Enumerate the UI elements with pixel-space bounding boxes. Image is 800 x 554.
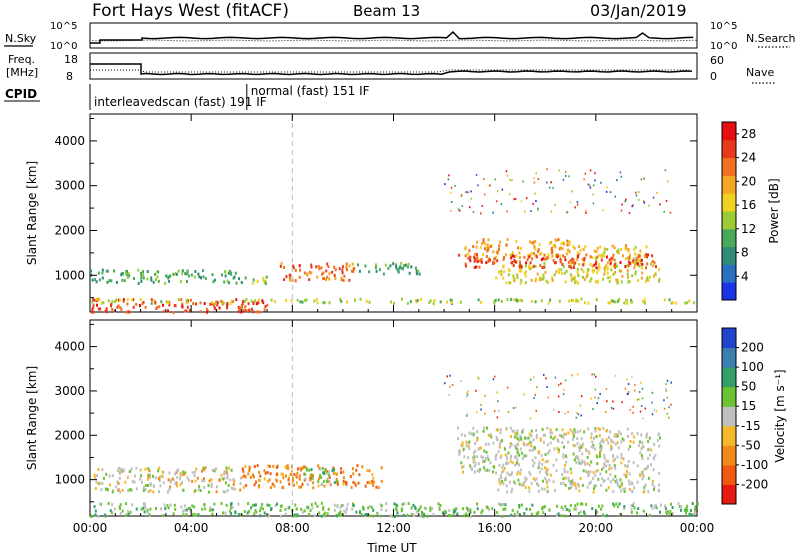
y-tick-label: 1000: [54, 473, 85, 487]
colorbar-tick-label: -15: [741, 419, 761, 433]
nave-label: Nave: [746, 66, 774, 79]
freq-tick-top: 18: [64, 53, 78, 66]
nave-trace: [90, 69, 690, 73]
y-tick-label: 3000: [54, 179, 85, 193]
colorbar-label: Power [dB]: [767, 178, 781, 243]
x-tick-label: 04:00: [174, 521, 209, 535]
colorbar-cell: [722, 445, 736, 466]
cpid-label: CPID: [5, 87, 37, 101]
colorbar-tick-label: -100: [741, 458, 768, 472]
y-tick-label: 3000: [54, 384, 85, 398]
colorbar-cell: [722, 157, 736, 176]
plot-area: [89, 319, 698, 517]
cpid-segment-normal: normal (fast) 151 IF: [251, 84, 370, 98]
colorbar-tick-label: 12: [741, 222, 756, 236]
colorbar-cell: [722, 367, 736, 388]
colorbar-frame: [721, 327, 737, 505]
colorbar-cell: [722, 282, 736, 301]
freq-trace: [90, 63, 692, 76]
colorbar-cell: [722, 406, 736, 427]
x-tick-label: 12:00: [376, 521, 411, 535]
nsearch-label: N.Search: [746, 32, 796, 45]
echo-cells: [90, 373, 699, 519]
beam-label: Beam 13: [353, 2, 420, 20]
colorbar-cell: [722, 175, 736, 194]
colorbar-tick-label: 200: [741, 341, 764, 355]
colorbar-tick-label: 16: [741, 198, 756, 212]
freq-strip: Freq. [MHz] 18 8 60 0 Nave: [6, 52, 776, 84]
cpid-strip: CPID interleavedscan (fast) 191 IF norma…: [4, 84, 370, 110]
noise-tick-left-top: 10^5: [50, 21, 77, 32]
freq-tick-bottom: 8: [66, 70, 73, 83]
colorbar-cell: [722, 264, 736, 283]
colorbar-cell: [722, 425, 736, 446]
figure-title: Fort Hays West (fitACF): [92, 1, 289, 21]
colorbar-cell: [722, 347, 736, 368]
y-tick-label: 4000: [54, 340, 85, 354]
colorbar-tick-label: -50: [741, 438, 761, 452]
colorbar-tick-label: 24: [741, 151, 756, 165]
colorbar-cell: [722, 328, 736, 349]
colorbar-cell: [722, 211, 736, 230]
x-tick-label: 20:00: [579, 521, 614, 535]
y-tick-label: 4000: [54, 134, 85, 148]
noise-tick-right-top: 10^5: [710, 21, 737, 32]
colorbar-tick-label: 15: [741, 399, 756, 413]
freq-unit-label: [MHz]: [6, 66, 38, 79]
nsearch-trace: [89, 39, 698, 42]
x-tick-label: 16:00: [477, 521, 512, 535]
noise-strip: N.Sky 10^5 10^0 10^5 10^0 N.Search: [4, 21, 796, 52]
x-tick-label: 08:00: [275, 521, 310, 535]
nsky-label: N.Sky: [5, 32, 37, 45]
noise-tick-left-bottom: 10^0: [50, 41, 77, 52]
colorbar-tick-label: 50: [741, 380, 756, 394]
x-tick-label: 00:00: [680, 521, 715, 535]
y-tick-label: 2000: [54, 428, 85, 442]
nsky-trace: [90, 30, 694, 44]
colorbar-tick-label: 100: [741, 360, 764, 374]
velocity-panel: 1000 2000 3000 4000 00:00 04:00 08:00 12:00 16:0…: [25, 319, 787, 535]
colorbar-tick-label: -200: [741, 477, 768, 491]
colorbar-cell: [722, 122, 736, 141]
y-axis-label: Slant Range [km]: [25, 366, 39, 470]
y-axis-label: Slant Range [km]: [25, 161, 39, 265]
plot-area: [89, 113, 698, 313]
colorbar-cell: [722, 484, 736, 505]
freq-label: Freq.: [8, 53, 35, 66]
nave-tick-top: 60: [710, 54, 724, 67]
noise-tick-right-bottom: 10^0: [710, 41, 737, 52]
colorbar-cell: [722, 464, 736, 485]
colorbar-cell: [722, 228, 736, 248]
x-axis-label: Time UT: [366, 541, 417, 554]
nave-tick-bottom: 0: [710, 70, 717, 83]
colorbar-tick-label: 28: [741, 127, 756, 141]
y-tick-label: 1000: [54, 268, 85, 282]
colorbar-cell: [722, 139, 736, 159]
cpid-segment-interleaved: interleavedscan (fast) 191 IF: [94, 95, 267, 109]
colorbar-cell: [722, 246, 736, 265]
colorbar-tick-label: 4: [741, 269, 749, 283]
colorbar-tick-label: 20: [741, 174, 756, 188]
colorbar-cell: [722, 386, 736, 407]
echo-cells: [90, 168, 696, 315]
colorbar-label: Velocity [m s⁻¹]: [773, 369, 787, 462]
x-tick-label: 00:00: [73, 521, 108, 535]
y-tick-label: 2000: [54, 223, 85, 237]
colorbar-cell: [722, 193, 736, 212]
colorbar-tick-label: 8: [741, 246, 749, 260]
power-panel: 1000 2000 3000 4000 Slant Range [km] 4 8 12 16 20…: [25, 113, 781, 315]
date-label: 03/Jan/2019: [590, 1, 687, 20]
colorbar-frame: [721, 121, 737, 301]
